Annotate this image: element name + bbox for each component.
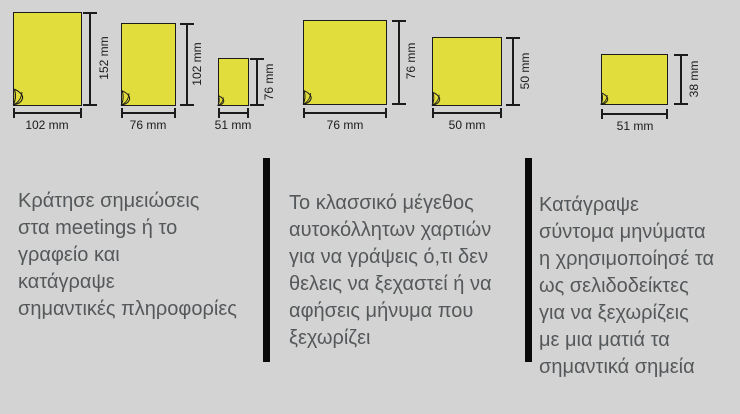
folded-corner-icon [217, 95, 225, 107]
width-dimension-line [13, 108, 82, 118]
height-dimension-line [674, 54, 688, 105]
width-dimension-line [601, 109, 668, 119]
folded-corner-icon [12, 88, 24, 106]
text-column-1: Κράτησε σημειώσεις στα meetings ή το γρα… [18, 190, 237, 320]
text-column-3: Κατάγραψε σύντομα μηνύματα η χρησιμοποίη… [539, 194, 715, 378]
height-dimension-line [392, 20, 406, 105]
height-dimension-line [83, 12, 97, 106]
width-dimension-label: 102 mm [25, 118, 69, 132]
sticky-note [600, 54, 668, 105]
divider-bar-2 [525, 158, 532, 362]
text-column-2: Το κλασσικό μέγεθος αυτοκόλλητων χαρτιών… [289, 192, 492, 349]
folded-corner-icon [600, 92, 609, 105]
width-dimension-label: 51 mm [616, 119, 654, 133]
height-dimension-label: 76 mm [262, 63, 276, 101]
folded-corner-icon [120, 90, 131, 106]
sticky-note [12, 12, 82, 106]
sticky-note [302, 20, 387, 105]
height-dimension-line [506, 37, 520, 106]
width-dimension-label: 51 mm [214, 118, 252, 132]
height-dimension-label: 102 mm [190, 42, 204, 86]
width-dimension-label: 76 mm [129, 118, 167, 132]
height-dimension-label: 38 mm [687, 60, 701, 98]
height-dimension-line [180, 23, 194, 106]
height-dimension-line [250, 58, 264, 106]
height-dimension-label: 76 mm [404, 42, 418, 80]
folded-corner-icon [302, 90, 312, 105]
divider-bar-1 [263, 158, 270, 362]
sticky-note [431, 37, 502, 106]
width-dimension-line [218, 108, 249, 118]
height-dimension-label: 152 mm [97, 36, 111, 80]
width-dimension-label: 76 mm [326, 118, 364, 132]
width-dimension-label: 50 mm [448, 118, 486, 132]
width-dimension-line [303, 108, 387, 118]
width-dimension-line [121, 108, 176, 118]
sticky-note [217, 58, 249, 107]
height-dimension-label: 50 mm [518, 52, 532, 90]
folded-corner-icon [431, 91, 441, 106]
sticky-note [120, 23, 176, 106]
width-dimension-line [432, 108, 502, 118]
